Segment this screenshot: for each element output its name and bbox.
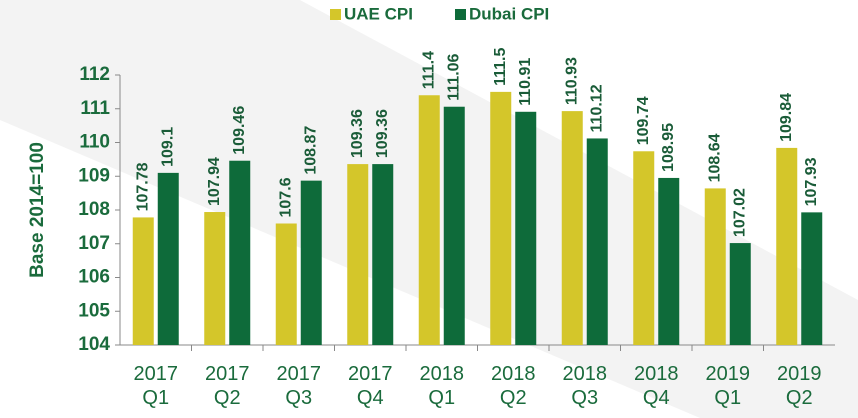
bar bbox=[300, 180, 322, 345]
bar bbox=[157, 172, 179, 345]
data-label: 107.93 bbox=[803, 157, 820, 206]
bar bbox=[132, 217, 154, 345]
data-label: 107.02 bbox=[731, 188, 748, 237]
data-label: 110.93 bbox=[563, 57, 580, 105]
legend-label: Dubai CPI bbox=[469, 4, 549, 23]
y-tick-label: 108 bbox=[78, 199, 110, 220]
data-label: 110.12 bbox=[588, 84, 605, 132]
bar bbox=[776, 147, 798, 345]
x-tick-label: 2019 Q2 bbox=[777, 363, 822, 409]
x-tick-label: 2019 Q1 bbox=[706, 363, 751, 409]
x-tick-label: 2018 Q1 bbox=[420, 363, 465, 409]
bar bbox=[801, 212, 823, 345]
legend-swatch bbox=[330, 9, 341, 20]
data-label: 111.06 bbox=[445, 53, 462, 100]
bar bbox=[443, 106, 465, 345]
y-axis-label: Base 2014=100 bbox=[27, 142, 48, 278]
y-tick-label: 109 bbox=[78, 165, 110, 186]
bar bbox=[586, 138, 608, 345]
bar bbox=[347, 164, 369, 345]
bar bbox=[704, 188, 726, 345]
bar bbox=[515, 111, 537, 345]
x-tick-label: 2018 Q3 bbox=[563, 363, 608, 409]
data-label: 109.46 bbox=[231, 106, 248, 155]
y-tick-label: 112 bbox=[79, 64, 110, 85]
bar bbox=[633, 151, 655, 345]
bar bbox=[372, 164, 394, 345]
data-label: 109.1 bbox=[159, 127, 176, 167]
data-label: 109.84 bbox=[778, 93, 795, 142]
data-label: 108.95 bbox=[660, 123, 677, 172]
bar bbox=[729, 243, 751, 345]
y-tick-label: 104 bbox=[78, 334, 110, 355]
bar bbox=[418, 95, 440, 345]
data-label: 108.87 bbox=[302, 126, 319, 175]
bar bbox=[229, 160, 251, 345]
y-tick-label: 107 bbox=[78, 233, 110, 254]
y-tick-label: 111 bbox=[80, 98, 110, 119]
bar bbox=[204, 212, 226, 345]
bar bbox=[275, 223, 297, 345]
y-tick-label: 106 bbox=[78, 267, 110, 288]
x-tick-label: 2017 Q2 bbox=[205, 363, 250, 409]
legend-label: UAE CPI bbox=[344, 4, 413, 23]
data-label: 110.91 bbox=[517, 58, 534, 106]
x-tick-label: 2018 Q4 bbox=[634, 363, 679, 409]
y-tick-label: 105 bbox=[78, 300, 110, 321]
bar bbox=[658, 177, 680, 345]
data-label: 109.36 bbox=[349, 109, 366, 158]
y-tick-label: 110 bbox=[79, 132, 110, 153]
data-label: 111.5 bbox=[492, 48, 509, 86]
bar bbox=[561, 111, 583, 345]
data-label: 109.36 bbox=[374, 109, 391, 158]
data-label: 108.64 bbox=[706, 133, 723, 182]
x-tick-label: 2017 Q3 bbox=[277, 363, 322, 409]
x-tick-label: 2017 Q4 bbox=[348, 363, 393, 409]
x-tick-label: 2017 Q1 bbox=[134, 363, 179, 409]
data-label: 107.78 bbox=[134, 162, 151, 211]
x-tick-label: 2018 Q2 bbox=[491, 363, 536, 409]
data-label: 109.74 bbox=[635, 96, 652, 145]
legend-swatch bbox=[455, 9, 466, 20]
data-label: 107.6 bbox=[277, 177, 294, 217]
bar bbox=[490, 91, 512, 345]
data-label: 107.94 bbox=[206, 157, 223, 206]
data-label: 111.4 bbox=[420, 51, 437, 89]
